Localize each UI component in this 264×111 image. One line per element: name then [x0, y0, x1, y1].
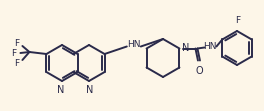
Text: HN: HN — [203, 42, 216, 51]
Text: F: F — [14, 58, 20, 67]
Text: N: N — [86, 85, 94, 95]
Text: F: F — [11, 49, 16, 57]
Text: O: O — [196, 65, 203, 75]
Text: HN: HN — [127, 40, 140, 49]
Text: N: N — [182, 43, 190, 53]
Text: F: F — [235, 16, 241, 25]
Text: F: F — [14, 39, 20, 48]
Text: N: N — [57, 85, 65, 95]
